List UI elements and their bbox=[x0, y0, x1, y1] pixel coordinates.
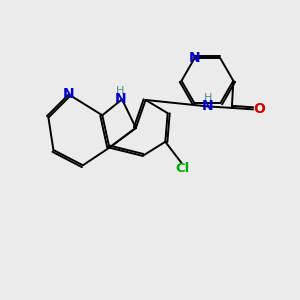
Text: O: O bbox=[254, 102, 266, 116]
Text: N: N bbox=[202, 99, 214, 113]
Text: N: N bbox=[63, 87, 75, 101]
Text: H: H bbox=[203, 93, 212, 103]
Text: N: N bbox=[115, 92, 126, 106]
Text: N: N bbox=[189, 51, 200, 65]
Text: H: H bbox=[116, 86, 125, 96]
Text: Cl: Cl bbox=[176, 162, 190, 175]
